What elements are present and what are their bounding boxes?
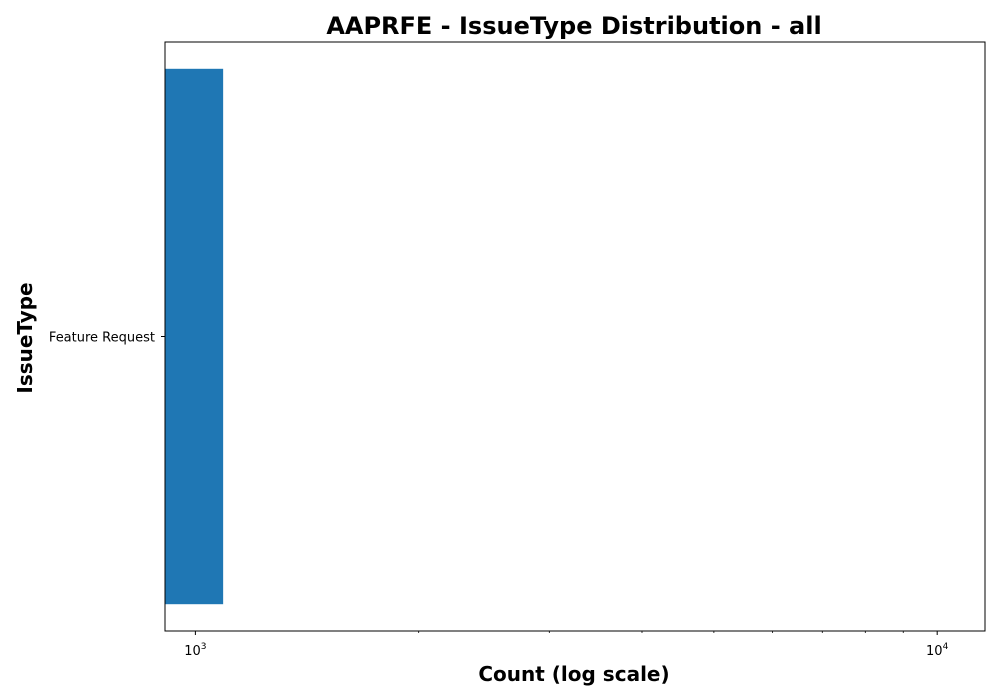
bar-feature-request xyxy=(165,68,224,605)
x-tick-label: 104 xyxy=(926,642,949,659)
chart-title: AAPRFE - IssueType Distribution - all xyxy=(326,12,821,40)
y-tick-label: Feature Request xyxy=(49,331,155,346)
plot-area xyxy=(165,68,224,605)
x-tick-label: 103 xyxy=(184,642,206,659)
axes-frame xyxy=(164,41,986,632)
y-axis-label: IssueType xyxy=(13,282,37,393)
x-axis-label: Count (log scale) xyxy=(478,662,669,686)
